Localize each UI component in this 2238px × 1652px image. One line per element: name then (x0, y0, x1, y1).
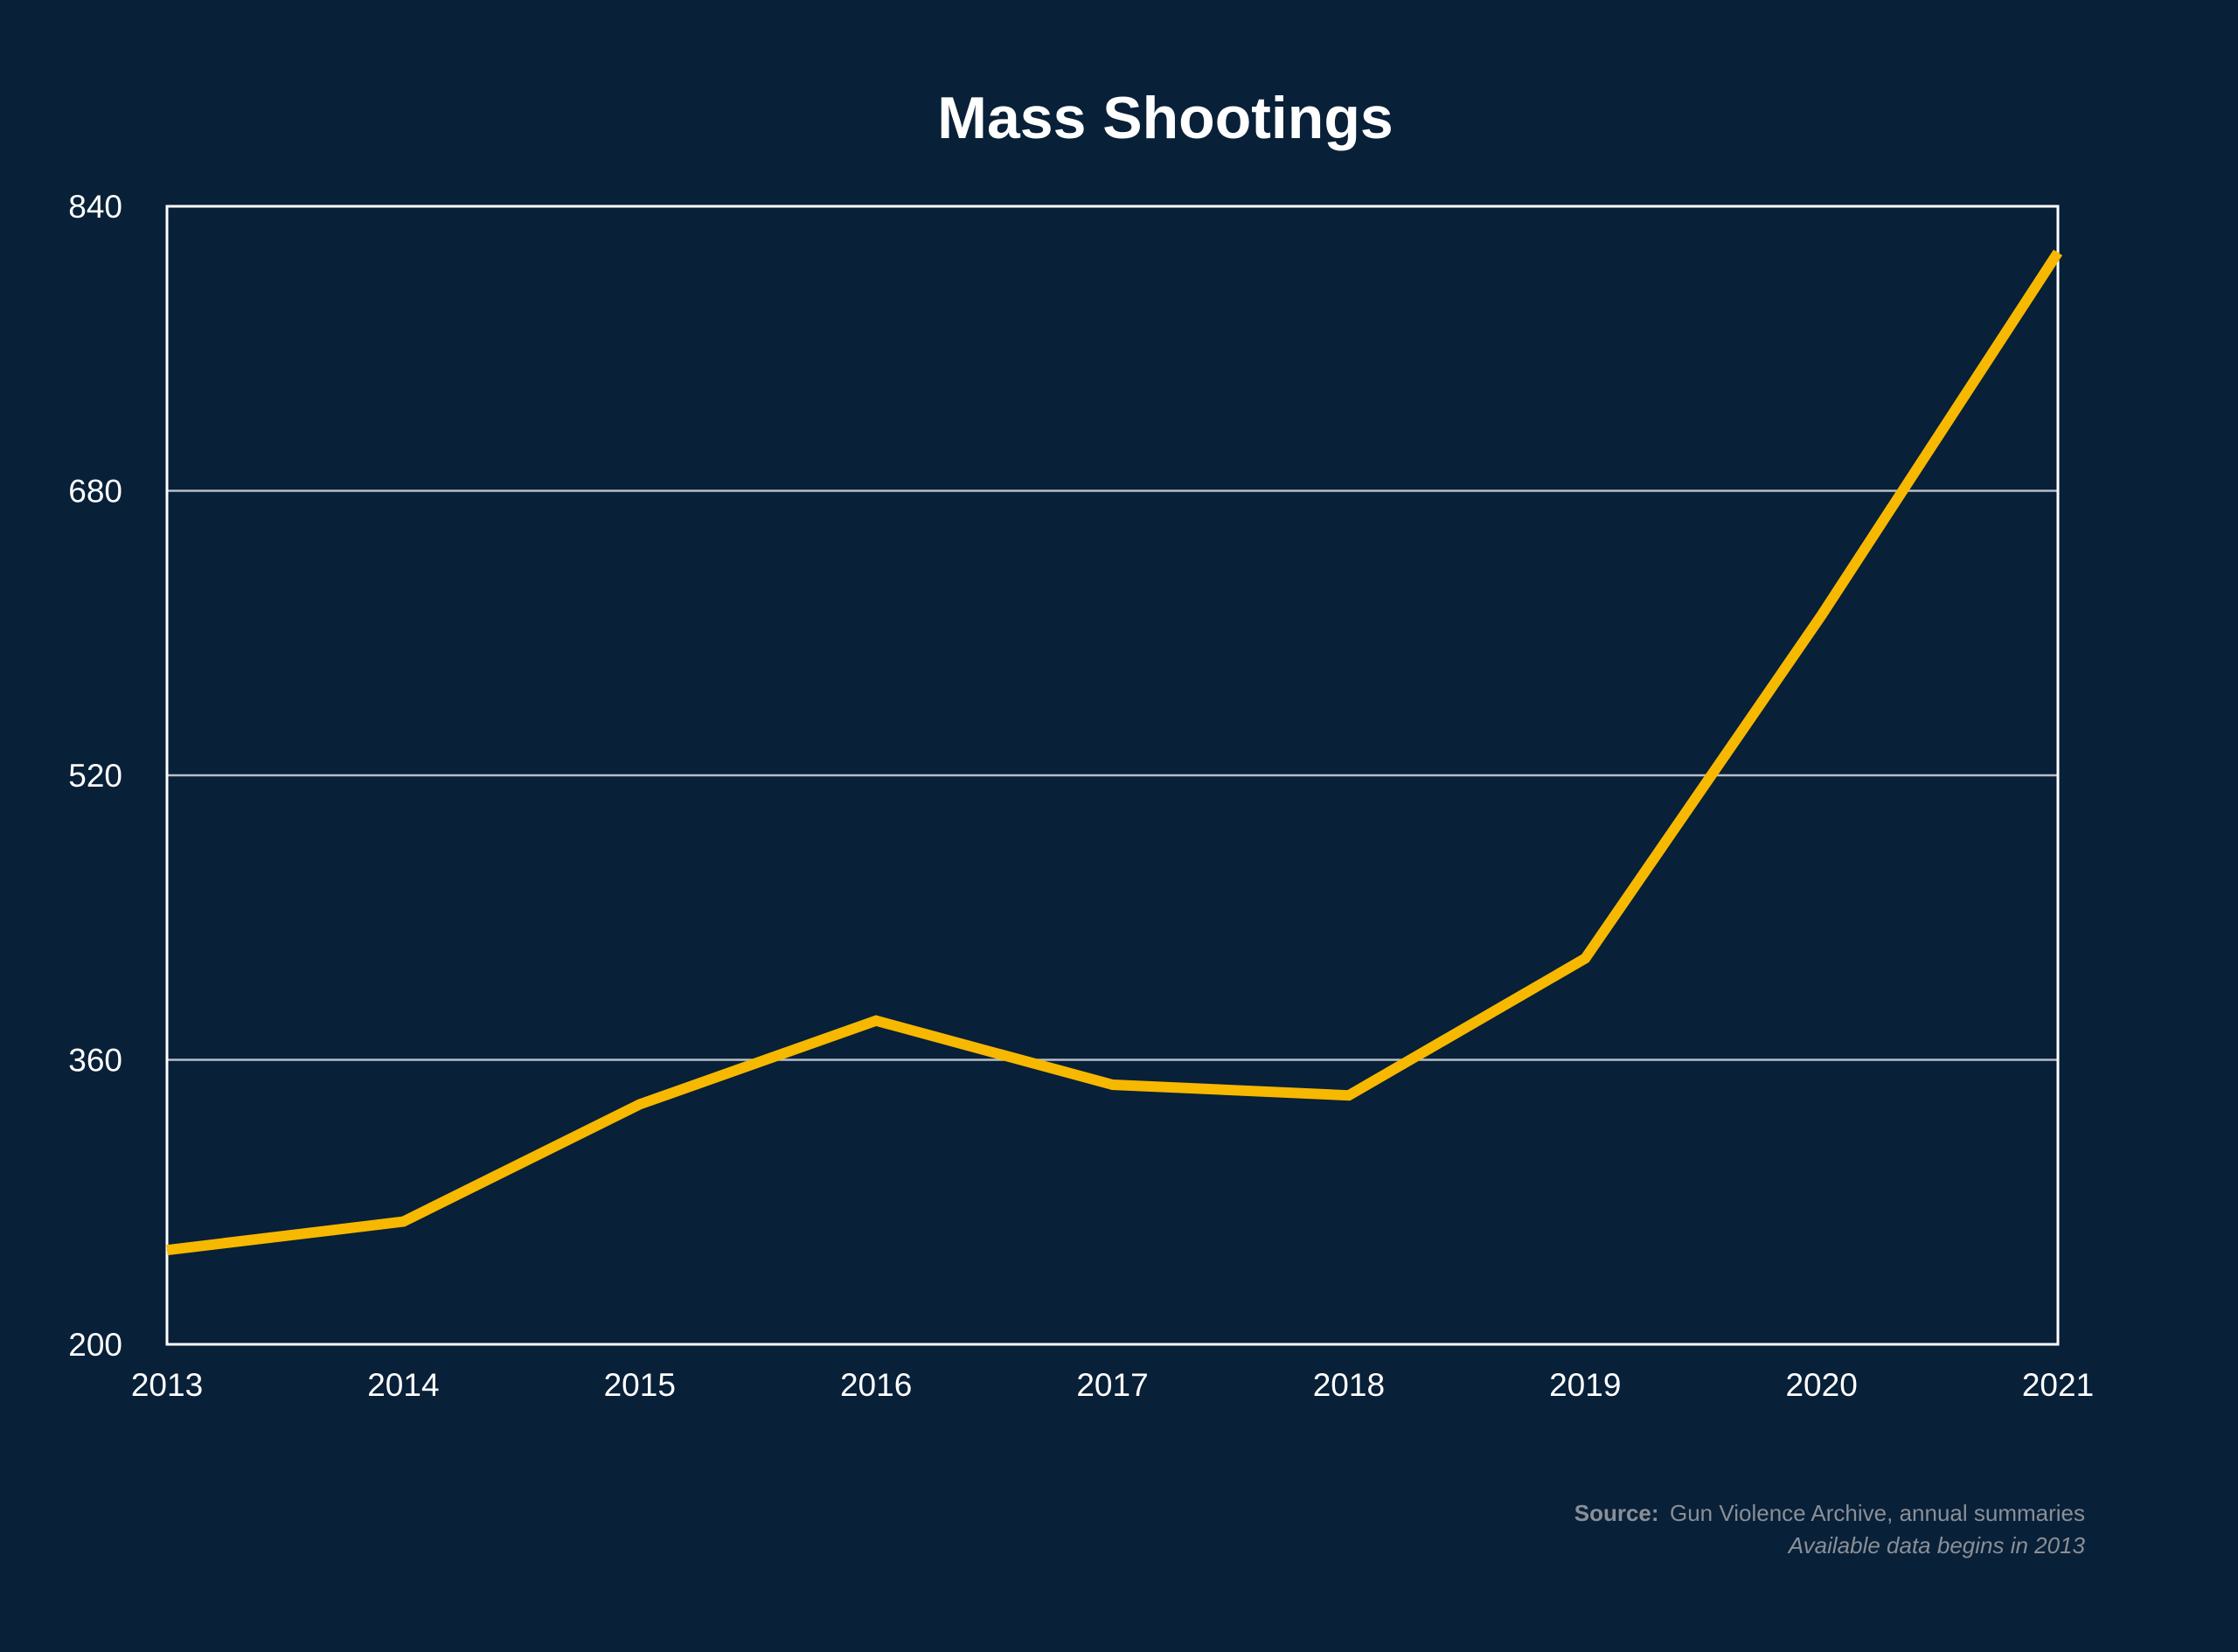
y-tick-label: 680 (68, 474, 122, 510)
y-tick-label: 360 (68, 1043, 122, 1079)
x-tick-label: 2019 (1549, 1367, 1621, 1403)
x-tick-label: 2014 (367, 1367, 439, 1403)
x-tick-label: 2018 (1313, 1367, 1385, 1403)
source-text: Gun Violence Archive, annual summaries (1670, 1500, 2085, 1526)
data-point (166, 1249, 168, 1251)
data-point (1584, 958, 1586, 960)
data-point (2057, 252, 2059, 253)
series-line (166, 249, 2063, 1256)
x-tick-label: 2016 (840, 1367, 912, 1403)
y-tick-label: 200 (68, 1327, 122, 1363)
y-axis-ticks: 200 360 520 680 840 (68, 189, 122, 1363)
data-availability-note: Available data begins in 2013 (1787, 1532, 2086, 1558)
data-point (1112, 1084, 1113, 1086)
plot-frame (165, 205, 2060, 1346)
chart-title: Mass Shootings (937, 85, 1393, 151)
y-tick-label: 840 (68, 189, 122, 225)
y-tick-label: 520 (68, 758, 122, 794)
grid-lines (167, 489, 2058, 1061)
x-tick-label: 2021 (2022, 1367, 2094, 1403)
x-tick-label: 2017 (1076, 1367, 1148, 1403)
data-point (402, 1221, 404, 1223)
x-tick-label: 2020 (1785, 1367, 1857, 1403)
data-point (1821, 614, 1823, 616)
data-point (875, 1020, 877, 1022)
x-tick-label: 2013 (131, 1367, 203, 1403)
source-note: Source: Gun Violence Archive, annual sum… (1574, 1500, 2085, 1526)
data-point (639, 1103, 641, 1105)
x-tick-label: 2015 (604, 1367, 676, 1403)
data-point (1348, 1094, 1350, 1096)
series-layer (166, 249, 2063, 1256)
x-axis-ticks: 2013 2014 2015 2016 2017 2018 2019 2020 2021 (131, 1367, 2094, 1403)
source-label: Source: (1574, 1500, 1659, 1526)
